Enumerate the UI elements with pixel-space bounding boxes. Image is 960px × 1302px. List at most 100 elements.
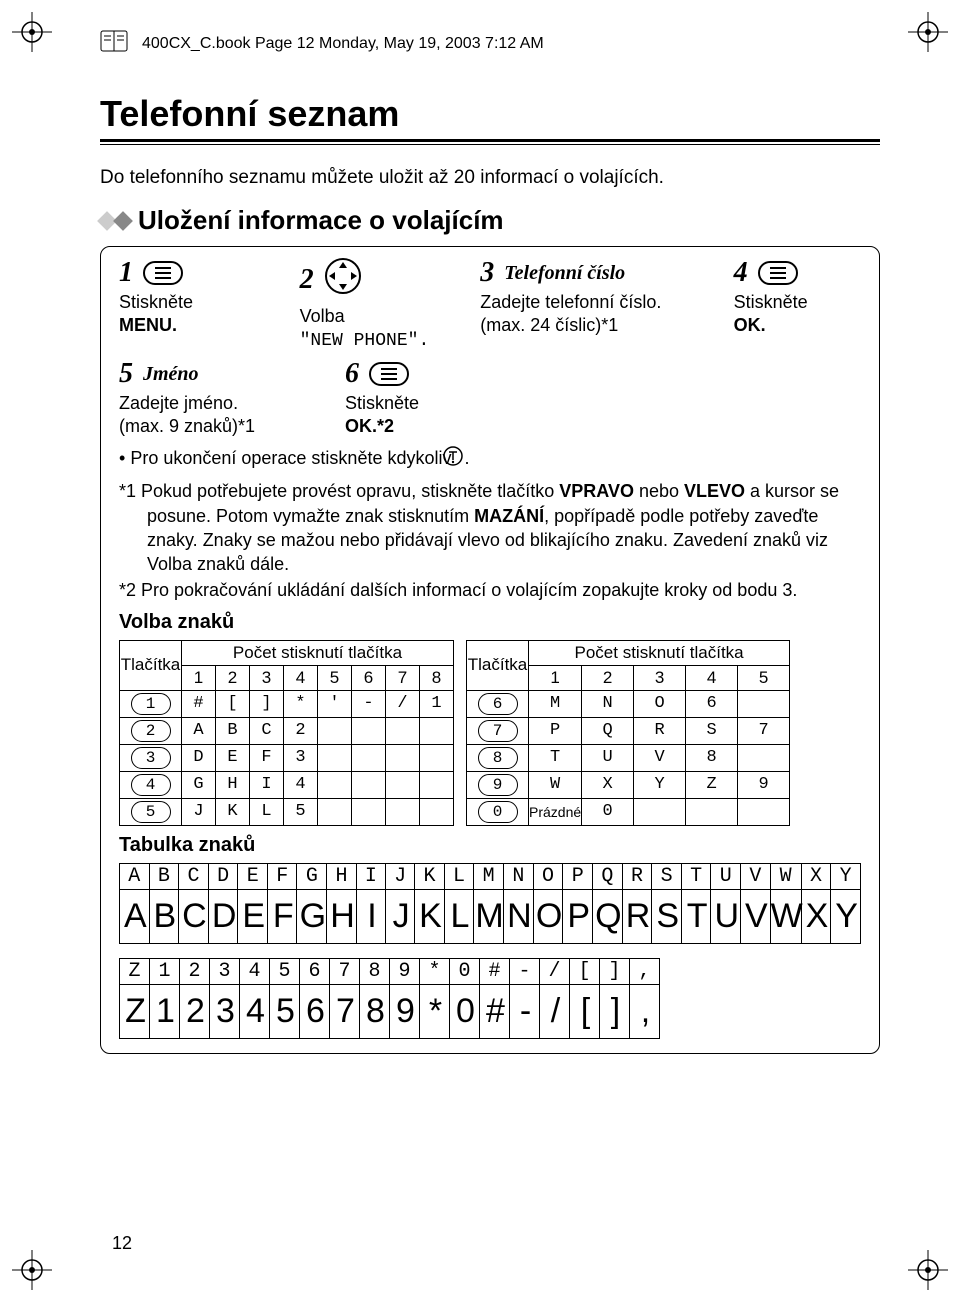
key-cell: 5 bbox=[120, 798, 182, 825]
char-cell bbox=[352, 771, 386, 798]
char-cell: [ bbox=[216, 690, 250, 717]
char-cell: # bbox=[182, 690, 216, 717]
char-cell bbox=[386, 798, 420, 825]
step-number: 5 bbox=[119, 358, 133, 390]
page-number: 12 bbox=[112, 1233, 132, 1254]
char-cell bbox=[386, 717, 420, 744]
char-cell: S bbox=[686, 717, 738, 744]
note-2: *2 Pro pokračování ukládání dalších info… bbox=[119, 578, 861, 602]
col-number: 2 bbox=[216, 665, 250, 690]
char-cell bbox=[634, 798, 686, 825]
char-cell: K bbox=[216, 798, 250, 825]
glyph-char: 5 bbox=[270, 958, 300, 984]
step-text: Stiskněte bbox=[345, 393, 419, 413]
step-number: 3 bbox=[480, 257, 494, 289]
glyph-char: 3 bbox=[210, 958, 240, 984]
table-row: 9WXYZ9 bbox=[467, 771, 790, 798]
glyph-char: 8 bbox=[360, 958, 390, 984]
step-text: "NEW PHONE". bbox=[300, 331, 430, 351]
col-header: Počet stisknutí tlačítka bbox=[182, 640, 454, 665]
char-cell: O bbox=[634, 690, 686, 717]
step-text: OK.*2 bbox=[345, 416, 394, 436]
char-cell: - bbox=[352, 690, 386, 717]
segment-glyph: 2 bbox=[180, 984, 210, 1038]
char-cell: X bbox=[582, 771, 634, 798]
char-cell bbox=[318, 798, 352, 825]
bullet-item: Pro ukončení operace stiskněte kdykoliv … bbox=[119, 445, 861, 473]
glyph-char: U bbox=[711, 863, 741, 889]
glyph-char: 1 bbox=[150, 958, 180, 984]
char-cell bbox=[352, 717, 386, 744]
volba-heading: Volba znaků bbox=[119, 611, 861, 634]
segment-glyph: A bbox=[120, 889, 150, 943]
glyph-char: Z bbox=[120, 958, 150, 984]
col-number: 3 bbox=[634, 665, 686, 690]
col-number: 5 bbox=[318, 665, 352, 690]
press-table-right: Tlačítka Počet stisknutí tlačítka 12345 … bbox=[466, 640, 790, 826]
key-cell: 3 bbox=[120, 744, 182, 771]
bullet-list: Pro ukončení operace stiskněte kdykoliv … bbox=[119, 445, 861, 473]
step-2: 2 Volba "NEW PHONE". bbox=[300, 257, 455, 352]
segment-glyph: 1 bbox=[150, 984, 180, 1038]
crop-mark-icon bbox=[908, 1250, 948, 1290]
segment-glyph: 4 bbox=[240, 984, 270, 1038]
char-cell: 2 bbox=[284, 717, 318, 744]
char-cell: ' bbox=[318, 690, 352, 717]
char-cell: 9 bbox=[738, 771, 790, 798]
step-text: Zadejte telefonní číslo. bbox=[480, 292, 661, 312]
glyph-char: L bbox=[444, 863, 473, 889]
header-text: 400CX_C.book Page 12 Monday, May 19, 200… bbox=[142, 35, 544, 53]
step-1: 1 Stiskněte MENU. bbox=[119, 257, 274, 352]
step-number: 4 bbox=[734, 257, 748, 289]
glyph-char: Q bbox=[592, 863, 622, 889]
segment-glyph: F bbox=[268, 889, 297, 943]
glyph-char: J bbox=[385, 863, 414, 889]
col-header: Počet stisknutí tlačítka bbox=[529, 640, 790, 665]
table-row: 2ABC2 bbox=[120, 717, 454, 744]
char-cell: 3 bbox=[284, 744, 318, 771]
page-title: Telefonní seznam bbox=[100, 93, 880, 135]
segment-glyph: J bbox=[385, 889, 414, 943]
col-number: 5 bbox=[738, 665, 790, 690]
table-row: 7PQRS7 bbox=[467, 717, 790, 744]
key-cell: 8 bbox=[467, 744, 529, 771]
step-number: 2 bbox=[300, 264, 314, 296]
char-cell: ] bbox=[250, 690, 284, 717]
glyph-char: W bbox=[770, 863, 801, 889]
segment-glyph: 5 bbox=[270, 984, 300, 1038]
char-cell: G bbox=[182, 771, 216, 798]
glyph-char: ] bbox=[600, 958, 630, 984]
char-cell: C bbox=[250, 717, 284, 744]
char-cell: W bbox=[529, 771, 582, 798]
glyph-char: , bbox=[630, 958, 660, 984]
char-cell bbox=[686, 798, 738, 825]
step-text: Volba bbox=[300, 306, 345, 326]
step-5: 5 Jméno Zadejte jméno. (max. 9 znaků)*1 bbox=[119, 358, 319, 437]
char-cell: 5 bbox=[284, 798, 318, 825]
char-cell: J bbox=[182, 798, 216, 825]
glyph-char: K bbox=[415, 863, 445, 889]
char-cell: 4 bbox=[284, 771, 318, 798]
col-number: 1 bbox=[529, 665, 582, 690]
char-cell: N bbox=[582, 690, 634, 717]
segment-glyph: U bbox=[711, 889, 741, 943]
table-row: 0Prázdné0 bbox=[467, 798, 790, 825]
col-number: 8 bbox=[420, 665, 454, 690]
glyph-char: 9 bbox=[390, 958, 420, 984]
key-cell: 6 bbox=[467, 690, 529, 717]
segment-glyph: I bbox=[356, 889, 385, 943]
segment-glyph: W bbox=[770, 889, 801, 943]
char-cell: U bbox=[582, 744, 634, 771]
segment-glyph: 9 bbox=[390, 984, 420, 1038]
segment-glyph: O bbox=[533, 889, 563, 943]
diamond-icon bbox=[100, 214, 130, 228]
crop-mark-icon bbox=[12, 1250, 52, 1290]
segment-glyph: S bbox=[652, 889, 682, 943]
step-label: Telefonní číslo bbox=[504, 262, 625, 285]
col-number: 2 bbox=[582, 665, 634, 690]
char-cell: 1 bbox=[420, 690, 454, 717]
glyph-char: / bbox=[540, 958, 570, 984]
step-text: (max. 24 číslic)*1 bbox=[480, 315, 618, 335]
segment-glyph: V bbox=[741, 889, 771, 943]
glyph-char: N bbox=[504, 863, 534, 889]
